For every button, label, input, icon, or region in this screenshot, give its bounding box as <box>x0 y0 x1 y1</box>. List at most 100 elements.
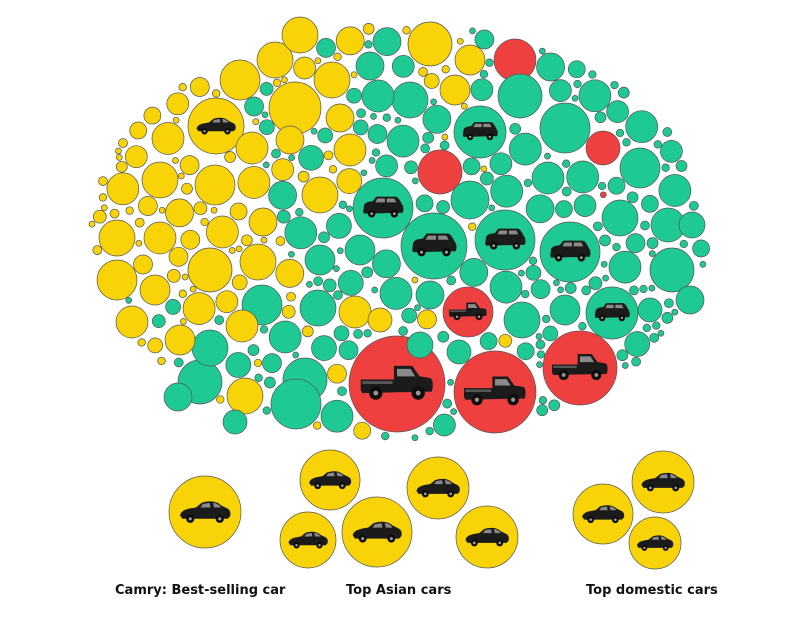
vehicle-bubble <box>363 329 372 338</box>
vehicle-bubble <box>437 330 450 343</box>
vehicle-bubble <box>371 148 381 157</box>
vehicle-bubble <box>293 56 316 80</box>
vehicle-bubble <box>256 41 294 79</box>
vehicle-bubble <box>423 73 440 89</box>
vehicle-bubble <box>281 76 288 84</box>
vehicle-bubble <box>381 431 390 441</box>
vehicle-bubble <box>420 143 431 154</box>
vehicle-bubble <box>422 104 452 134</box>
vehicle-bubble <box>422 131 435 144</box>
vehicle-bubble <box>398 326 408 336</box>
vehicle-bubble <box>361 79 395 113</box>
vehicle-bubble <box>316 38 336 58</box>
vehicle-bubble <box>498 333 513 348</box>
vehicle-bubble <box>675 285 705 315</box>
vehicle-bubble <box>98 219 136 257</box>
vehicle-bubble <box>564 282 577 294</box>
vehicle-bubble <box>323 150 334 161</box>
vehicle-bubble <box>313 61 351 99</box>
vehicle-bubble <box>648 284 656 292</box>
vehicle-bubble <box>664 298 674 309</box>
vehicle-bubble <box>172 116 180 124</box>
vehicle-bubble <box>433 413 456 437</box>
vehicle-bubble <box>335 26 365 56</box>
vehicle-bubble <box>538 396 548 405</box>
vehicle-bubble <box>164 324 196 356</box>
vehicle-bubble <box>641 195 659 213</box>
vehicle-bubble <box>361 266 374 279</box>
vehicle-bubble <box>168 246 189 267</box>
vehicle-bubble <box>237 166 271 199</box>
vehicle-bubble <box>450 180 490 220</box>
caption-camry: Camry: Best-selling car <box>115 583 286 598</box>
vehicle-bubble <box>286 291 296 302</box>
vehicle-bubble <box>322 278 337 293</box>
vehicle-bubble <box>88 220 96 228</box>
vehicle-bubble <box>364 40 373 49</box>
vehicle-bubble <box>441 65 450 74</box>
vehicle-bubble <box>518 269 525 277</box>
vehicle-bubble <box>649 247 695 293</box>
vehicle-bubble <box>592 221 603 232</box>
vehicle-bubble <box>525 264 542 281</box>
vehicle-bubble <box>462 157 481 176</box>
vehicle-bubble <box>355 51 385 81</box>
vehicle-bubble <box>139 274 171 306</box>
vehicle-bubble <box>394 116 402 124</box>
vehicle-bubble <box>338 340 359 361</box>
vehicle-bubble <box>456 37 464 45</box>
vehicle-bubble <box>386 124 420 158</box>
vehicle-bubble <box>544 152 551 160</box>
vehicle-bubble <box>657 329 665 337</box>
vehicle-bubble <box>125 206 134 215</box>
vehicle-bubble <box>92 209 107 224</box>
vehicle-bubble <box>608 250 642 284</box>
vehicle-bubble <box>660 140 683 163</box>
vehicle-bubble <box>259 82 274 96</box>
vehicle-bubble <box>367 124 388 144</box>
vehicle-bubble <box>260 236 268 244</box>
vehicle-bubble <box>338 200 348 209</box>
vehicle-bubble <box>194 164 236 206</box>
vehicle-bubble <box>382 113 391 122</box>
vehicle-bubble <box>371 286 379 294</box>
vehicle-bubble <box>637 297 663 323</box>
vehicle-bubble <box>362 23 375 35</box>
vehicle-bubble <box>317 127 334 144</box>
vehicle-bubble <box>165 299 181 315</box>
vehicle-bubble <box>124 145 148 169</box>
vehicle-bubble <box>352 119 369 136</box>
vehicle-bubble <box>143 221 177 255</box>
vehicle-bubble <box>200 217 209 227</box>
vehicle-bubble <box>301 325 314 338</box>
vehicle-bubble <box>262 406 271 415</box>
vehicle-bubble <box>441 133 449 141</box>
vehicle-bubble <box>599 191 607 199</box>
vehicle-bubble <box>480 171 494 186</box>
vehicle-bubble <box>679 239 688 249</box>
vehicle-bubble <box>288 154 296 161</box>
vehicle-bubble <box>338 295 372 329</box>
vehicle-bubble <box>549 79 572 102</box>
vehicle-bubble <box>222 409 248 435</box>
vehicle-bubble <box>206 215 239 249</box>
vehicle-bubble <box>597 181 607 191</box>
vehicle-bubble <box>210 206 218 214</box>
vehicle-bubble <box>536 350 546 359</box>
vehicle-bubble <box>581 285 592 296</box>
vehicle-bubble <box>178 289 187 298</box>
vehicle-bubble <box>228 247 236 254</box>
vehicle-bubble <box>536 361 543 368</box>
vehicle-bubble <box>333 133 367 167</box>
vehicle-bubble <box>470 78 494 102</box>
vehicle-bubble <box>262 353 282 373</box>
vehicle-bubble <box>231 274 248 291</box>
vehicle-bubble <box>619 147 661 189</box>
vehicle-bubble <box>333 290 343 300</box>
vehicle-bubble <box>182 292 216 325</box>
vehicle-bubble <box>442 398 453 409</box>
vehicle-bubble <box>474 29 495 50</box>
vehicle-bubble <box>450 408 457 415</box>
vehicle-bubble <box>549 294 581 326</box>
